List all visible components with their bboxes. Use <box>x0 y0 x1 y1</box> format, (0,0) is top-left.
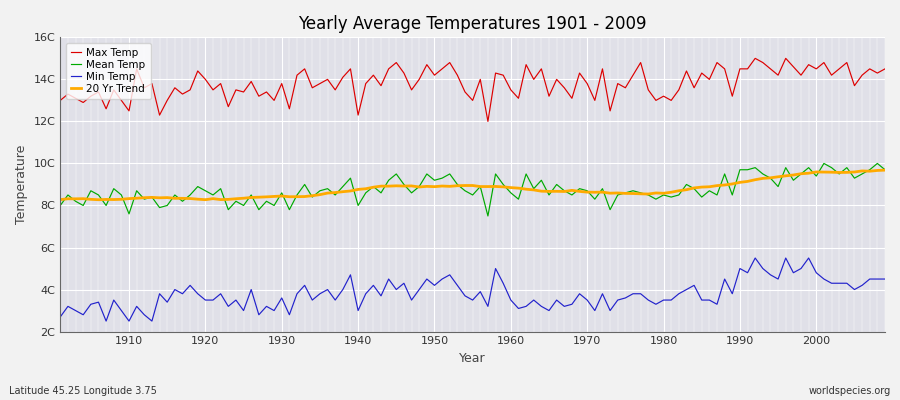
Mean Temp <box>116 192 127 197</box>
Max Temp <box>605 108 616 113</box>
Min Temp <box>338 287 348 292</box>
Mean Temp <box>506 190 517 195</box>
Max Temp <box>116 98 127 103</box>
Line: Min Temp: Min Temp <box>60 258 885 321</box>
20 Yr Trend <box>605 191 616 196</box>
Line: 20 Yr Trend: 20 Yr Trend <box>60 170 885 200</box>
Mean Temp <box>818 161 829 166</box>
Text: Latitude 45.25 Longitude 3.75: Latitude 45.25 Longitude 3.75 <box>9 386 157 396</box>
Max Temp <box>329 88 340 92</box>
Min Temp <box>101 319 112 324</box>
Max Temp <box>55 98 66 103</box>
Mean Temp <box>329 192 340 197</box>
Mean Temp <box>55 203 66 208</box>
Min Temp <box>605 308 616 313</box>
Min Temp <box>513 306 524 311</box>
Y-axis label: Temperature: Temperature <box>15 145 28 224</box>
20 Yr Trend <box>55 197 66 202</box>
20 Yr Trend <box>506 185 517 190</box>
20 Yr Trend <box>879 168 890 172</box>
X-axis label: Year: Year <box>459 352 486 365</box>
Max Temp <box>482 119 493 124</box>
Legend: Max Temp, Mean Temp, Min Temp, 20 Yr Trend: Max Temp, Mean Temp, Min Temp, 20 Yr Tre… <box>66 42 150 99</box>
Mean Temp <box>284 207 295 212</box>
Max Temp <box>513 96 524 101</box>
Mean Temp <box>513 197 524 202</box>
Text: worldspecies.org: worldspecies.org <box>809 386 891 396</box>
Min Temp <box>55 314 66 319</box>
20 Yr Trend <box>338 189 348 194</box>
Min Temp <box>879 277 890 282</box>
20 Yr Trend <box>123 196 134 201</box>
20 Yr Trend <box>292 194 302 199</box>
Line: Mean Temp: Mean Temp <box>60 164 885 216</box>
Max Temp <box>284 106 295 111</box>
Min Temp <box>750 256 760 260</box>
Max Temp <box>750 56 760 61</box>
Min Temp <box>506 298 517 302</box>
Min Temp <box>292 291 302 296</box>
Max Temp <box>879 66 890 71</box>
Min Temp <box>123 319 134 324</box>
Mean Temp <box>482 214 493 218</box>
20 Yr Trend <box>513 186 524 190</box>
Mean Temp <box>879 167 890 172</box>
Mean Temp <box>605 207 616 212</box>
Title: Yearly Average Temperatures 1901 - 2009: Yearly Average Temperatures 1901 - 2009 <box>299 15 647 33</box>
Max Temp <box>506 88 517 92</box>
Line: Max Temp: Max Temp <box>60 58 885 122</box>
20 Yr Trend <box>93 197 104 202</box>
